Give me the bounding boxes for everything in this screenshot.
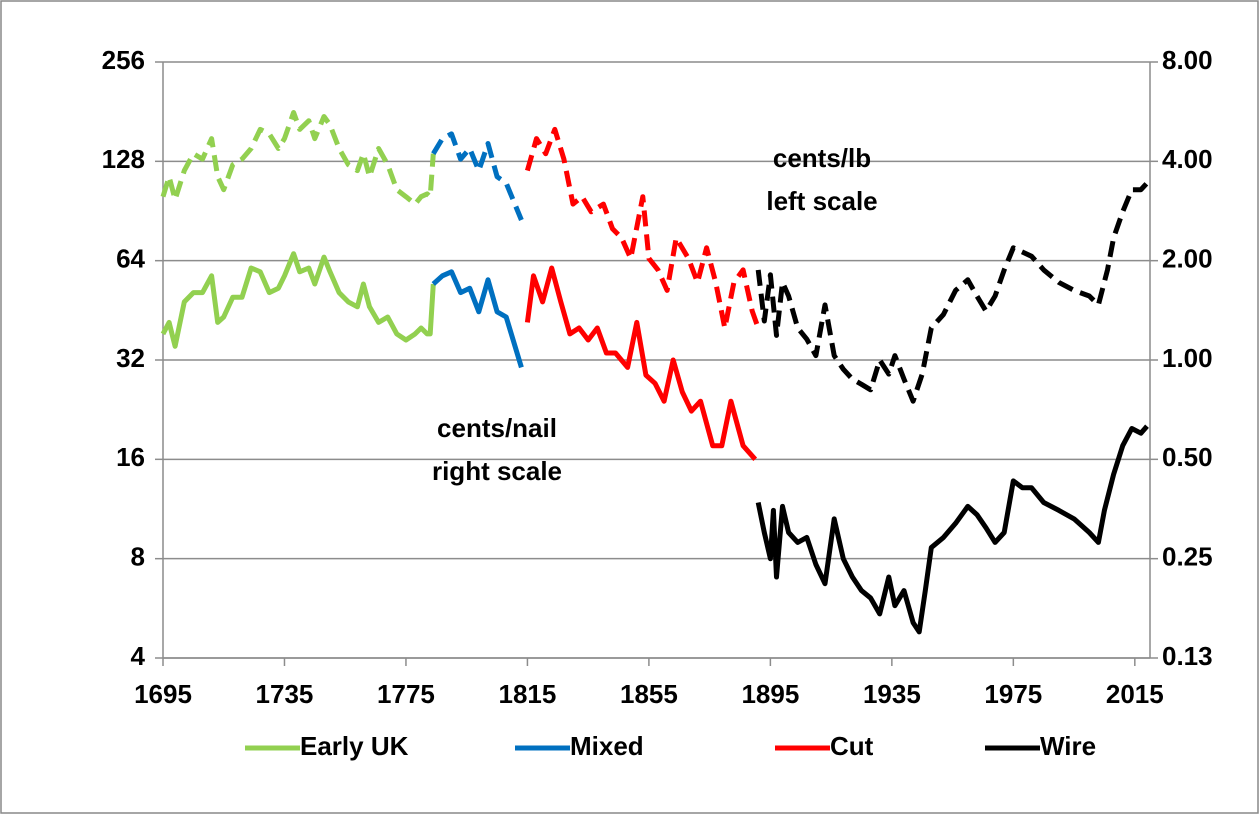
legend-label: Mixed bbox=[570, 731, 644, 761]
y2-tick-label: 0.13 bbox=[1162, 641, 1213, 671]
line bbox=[524, 265, 758, 461]
dashed-line bbox=[431, 131, 524, 221]
y-tick-label: 4 bbox=[131, 641, 146, 671]
x-tick-label: 1695 bbox=[134, 679, 192, 709]
x-tick-label: 1815 bbox=[499, 679, 557, 709]
y2-tick-label: 2.00 bbox=[1162, 244, 1213, 274]
annotation: cents/nail bbox=[437, 413, 557, 443]
legend-label: Early UK bbox=[300, 731, 409, 761]
dashed-line bbox=[524, 126, 761, 331]
x-tick-label: 1895 bbox=[741, 679, 799, 709]
y-tick-label: 32 bbox=[116, 343, 145, 373]
y-tick-label: 64 bbox=[116, 244, 145, 274]
line bbox=[160, 251, 436, 349]
y-tick-label: 8 bbox=[131, 542, 145, 572]
annotation: left scale bbox=[766, 186, 877, 216]
line bbox=[755, 424, 1149, 635]
y2-tick-label: 0.25 bbox=[1162, 542, 1213, 572]
x-tick-label: 2015 bbox=[1106, 679, 1164, 709]
legend-label: Wire bbox=[1040, 731, 1096, 761]
y-tick-label: 256 bbox=[102, 45, 145, 75]
y-tick-label: 16 bbox=[116, 442, 145, 472]
legend-label: Cut bbox=[830, 731, 874, 761]
y2-tick-label: 8.00 bbox=[1162, 45, 1213, 75]
y2-tick-label: 1.00 bbox=[1162, 343, 1213, 373]
y-tick-label: 128 bbox=[102, 144, 145, 174]
x-tick-label: 1775 bbox=[377, 679, 435, 709]
annotation: right scale bbox=[432, 456, 562, 486]
x-tick-label: 1975 bbox=[984, 679, 1042, 709]
y2-tick-label: 0.50 bbox=[1162, 442, 1213, 472]
x-tick-label: 1855 bbox=[620, 679, 678, 709]
dashed-line bbox=[755, 181, 1149, 404]
x-tick-label: 1735 bbox=[256, 679, 314, 709]
annotation: cents/lb bbox=[773, 143, 871, 173]
y2-tick-label: 4.00 bbox=[1162, 144, 1213, 174]
dashed-line bbox=[160, 110, 436, 207]
x-tick-label: 1935 bbox=[863, 679, 921, 709]
line bbox=[431, 269, 524, 369]
